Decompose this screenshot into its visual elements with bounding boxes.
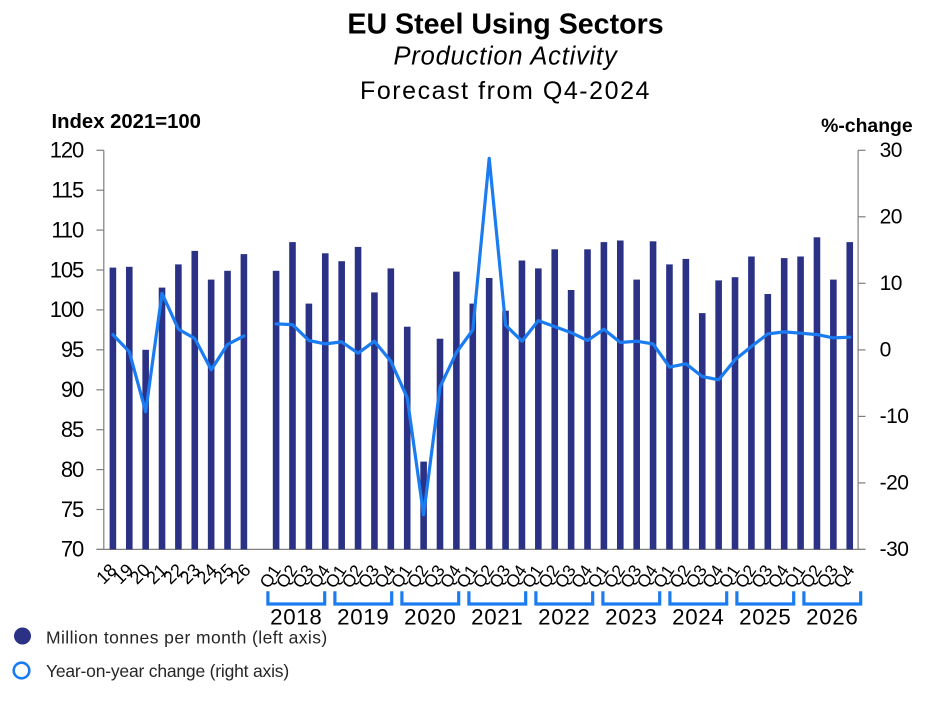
svg-text:-20: -20 [880, 472, 909, 495]
svg-text:2025: 2025 [739, 605, 791, 630]
svg-text:10: 10 [880, 272, 902, 295]
svg-text:115: 115 [51, 178, 84, 203]
svg-text:75: 75 [61, 497, 84, 522]
svg-text:2018: 2018 [270, 605, 322, 630]
svg-text:Production Activity: Production Activity [393, 43, 618, 71]
svg-text:Year-on-year change (right axi: Year-on-year change (right axis) [46, 661, 289, 681]
svg-text:2020: 2020 [404, 605, 456, 630]
svg-text:2022: 2022 [538, 605, 590, 630]
svg-text:95: 95 [61, 337, 84, 362]
svg-text:120: 120 [50, 138, 84, 163]
svg-text:2021: 2021 [471, 605, 523, 630]
svg-text:70: 70 [61, 537, 84, 562]
svg-text:80: 80 [61, 457, 84, 482]
svg-text:110: 110 [51, 217, 84, 242]
svg-text:105: 105 [50, 257, 84, 282]
svg-text:2019: 2019 [337, 605, 389, 630]
svg-text:2024: 2024 [672, 605, 724, 630]
svg-text:2023: 2023 [605, 605, 657, 630]
svg-text:85: 85 [61, 417, 84, 442]
svg-text:30: 30 [880, 139, 902, 162]
svg-text:EU Steel Using Sectors: EU Steel Using Sectors [347, 9, 663, 41]
svg-text:Forecast from Q4-2024: Forecast from Q4-2024 [360, 77, 651, 105]
svg-text:20: 20 [880, 205, 902, 228]
svg-text:Million tonnes per month (left: Million tonnes per month (left axis) [46, 628, 328, 648]
svg-text:2026: 2026 [806, 605, 858, 630]
svg-text:-30: -30 [880, 538, 909, 561]
svg-text:100: 100 [50, 297, 84, 322]
svg-text:-10: -10 [880, 405, 909, 428]
svg-text:90: 90 [61, 377, 84, 402]
svg-text:0: 0 [880, 339, 891, 362]
svg-text:Index 2021=100: Index 2021=100 [52, 111, 201, 133]
svg-text:%-change: %-change [821, 115, 913, 137]
